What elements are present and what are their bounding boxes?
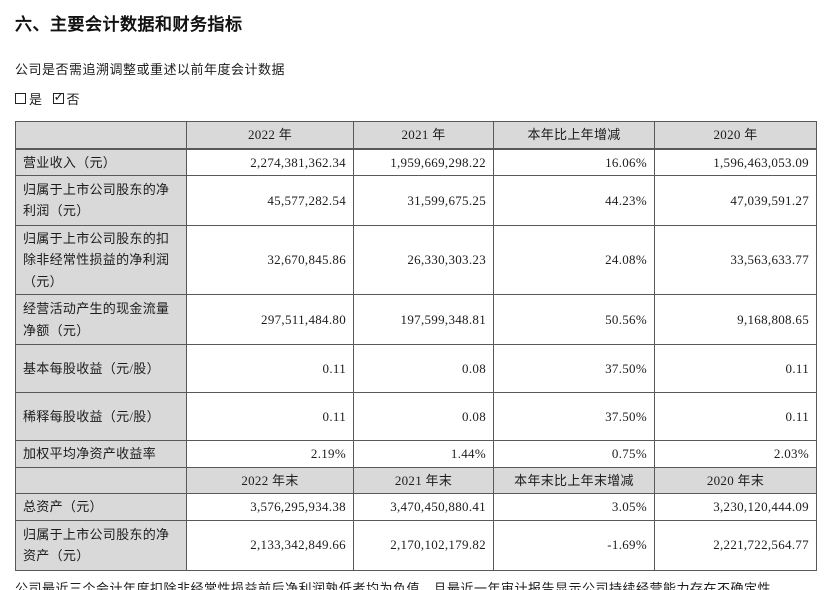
option-yes[interactable]: 是 bbox=[15, 89, 43, 108]
metric-value: 2,133,342,849.66 bbox=[186, 519, 354, 571]
metric-label: 总资产（元） bbox=[15, 493, 187, 521]
table-row-total-assets: 总资产（元） 3,576,295,934.38 3,470,450,880.41… bbox=[15, 493, 817, 521]
period-header-row: 2022 年 2021 年 本年比上年增减 2020 年 bbox=[15, 121, 817, 150]
period-end-header-row: 2022 年末 2021 年末 本年末比上年末增减 2020 年末 bbox=[15, 466, 817, 495]
table-row-net-profit-excl-nonrecurring: 归属于上市公司股东的扣除非经常性损益的净利润（元） 32,670,845.86 … bbox=[15, 224, 817, 296]
table-row-weighted-avg-roe: 加权平均净资产收益率 2.19% 1.44% 0.75% 2.03% bbox=[15, 440, 817, 468]
metric-label: 营业收入（元） bbox=[15, 148, 187, 176]
column-header-2022-end: 2022 年末 bbox=[186, 466, 354, 495]
column-header-2022: 2022 年 bbox=[186, 121, 354, 150]
metric-value: 3,576,295,934.38 bbox=[186, 493, 354, 521]
table-row-basic-eps: 基本每股收益（元/股） 0.11 0.08 37.50% 0.11 bbox=[15, 344, 817, 394]
metric-value: 0.08 bbox=[353, 344, 494, 394]
metric-value: 1,596,463,053.09 bbox=[654, 148, 817, 176]
corner-cell bbox=[15, 466, 187, 495]
metric-value: 47,039,591.27 bbox=[654, 174, 817, 226]
metric-value: 0.11 bbox=[654, 392, 817, 442]
checkbox-checked-icon bbox=[52, 90, 65, 105]
going-concern-footnote: 公司最近三个会计年度扣除非经常性损益前后净利润孰低者均为负值，且最近一年审计报告… bbox=[15, 580, 772, 590]
table-row-net-profit: 归属于上市公司股东的净利润（元） 45,577,282.54 31,599,67… bbox=[15, 174, 817, 226]
column-header-yoy-change: 本年比上年增减 bbox=[493, 121, 655, 150]
restatement-options: 是 否 bbox=[15, 89, 816, 108]
metric-label: 加权平均净资产收益率 bbox=[15, 440, 187, 468]
metric-value: 50.56% bbox=[493, 294, 655, 346]
option-yes-label: 是 bbox=[29, 92, 43, 107]
metric-label: 稀释每股收益（元/股） bbox=[15, 392, 187, 442]
metric-label: 归属于上市公司股东的净利润（元） bbox=[15, 174, 187, 226]
corner-cell bbox=[15, 121, 187, 150]
metric-value: 3.05% bbox=[493, 493, 655, 521]
metric-value: 2,274,381,362.34 bbox=[186, 148, 354, 176]
metric-value: 44.23% bbox=[493, 174, 655, 226]
metric-value: -1.69% bbox=[493, 519, 655, 571]
metric-value: 0.11 bbox=[186, 392, 354, 442]
column-header-2020: 2020 年 bbox=[654, 121, 817, 150]
column-header-2020-end: 2020 年末 bbox=[654, 466, 817, 495]
option-no[interactable]: 否 bbox=[52, 89, 81, 108]
metric-value: 31,599,675.25 bbox=[353, 174, 494, 226]
metric-value: 24.08% bbox=[493, 224, 655, 296]
metric-value: 197,599,348.81 bbox=[353, 294, 494, 346]
table-row-diluted-eps: 稀释每股收益（元/股） 0.11 0.08 37.50% 0.11 bbox=[15, 392, 817, 442]
metric-value: 2,170,102,179.82 bbox=[353, 519, 494, 571]
table-row-operating-cash-flow: 经营活动产生的现金流量净额（元） 297,511,484.80 197,599,… bbox=[15, 294, 817, 346]
metric-label: 归属于上市公司股东的扣除非经常性损益的净利润（元） bbox=[15, 224, 187, 296]
metric-value: 2,221,722,564.77 bbox=[654, 519, 817, 571]
metric-value: 0.11 bbox=[654, 344, 817, 394]
metric-value: 0.08 bbox=[353, 392, 494, 442]
metric-value: 32,670,845.86 bbox=[186, 224, 354, 296]
metric-value: 16.06% bbox=[493, 148, 655, 176]
option-no-label: 否 bbox=[66, 92, 81, 107]
column-header-2021: 2021 年 bbox=[353, 121, 494, 150]
metric-value: 0.11 bbox=[186, 344, 354, 394]
metric-value: 2.03% bbox=[654, 440, 817, 468]
metric-value: 3,230,120,444.09 bbox=[654, 493, 817, 521]
metric-label: 基本每股收益（元/股） bbox=[15, 344, 187, 394]
metric-value: 297,511,484.80 bbox=[186, 294, 354, 346]
metric-value: 33,563,633.77 bbox=[654, 224, 817, 296]
metric-value: 1.44% bbox=[353, 440, 494, 468]
metric-value: 26,330,303.23 bbox=[353, 224, 494, 296]
metric-value: 1,959,669,298.22 bbox=[353, 148, 494, 176]
metric-value: 3,470,450,880.41 bbox=[353, 493, 494, 521]
restatement-question: 公司是否需追溯调整或重述以前年度会计数据 bbox=[15, 62, 286, 77]
metric-value: 9,168,808.65 bbox=[654, 294, 817, 346]
metric-value: 45,577,282.54 bbox=[186, 174, 354, 226]
metric-value: 0.75% bbox=[493, 440, 655, 468]
metric-value: 37.50% bbox=[493, 392, 655, 442]
financial-indicators-table: 2022 年 2021 年 本年比上年增减 2020 年 营业收入（元） 2,2… bbox=[15, 121, 817, 571]
table-row-net-assets: 归属于上市公司股东的净资产（元） 2,133,342,849.66 2,170,… bbox=[15, 519, 817, 571]
metric-label: 经营活动产生的现金流量净额（元） bbox=[15, 294, 187, 346]
column-header-end-yoy-change: 本年末比上年末增减 bbox=[493, 466, 655, 495]
table-row-revenue: 营业收入（元） 2,274,381,362.34 1,959,669,298.2… bbox=[15, 148, 817, 176]
column-header-2021-end: 2021 年末 bbox=[353, 466, 494, 495]
checkbox-unchecked-icon bbox=[15, 93, 26, 104]
metric-value: 37.50% bbox=[493, 344, 655, 394]
page-title: 六、主要会计数据和财务指标 bbox=[15, 15, 243, 34]
metric-value: 2.19% bbox=[186, 440, 354, 468]
metric-label: 归属于上市公司股东的净资产（元） bbox=[15, 519, 187, 571]
